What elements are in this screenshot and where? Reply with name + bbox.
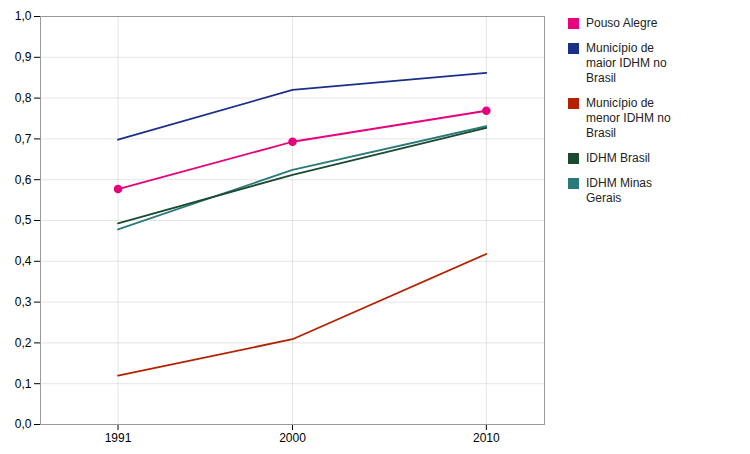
svg-text:0,6: 0,6 — [15, 173, 32, 187]
html-text:IDHM Minas Gerais: IDHM Minas Gerais — [586, 176, 652, 205]
svg-text:0,4: 0,4 — [15, 254, 32, 268]
svg-text:1991: 1991 — [105, 431, 132, 445]
svg-text:2000: 2000 — [279, 431, 306, 445]
svg-text:0,5: 0,5 — [15, 213, 32, 227]
html-text:Município de maior IDHM no Bra: Município de maior IDHM no Brasil — [586, 41, 667, 85]
svg-text:0,9: 0,9 — [15, 50, 32, 64]
html-text:Município de menor IDHM no Bra: Município de menor IDHM no Brasil — [586, 96, 671, 140]
svg-text:0,2: 0,2 — [15, 336, 32, 350]
svg-text:0,3: 0,3 — [15, 295, 32, 309]
html-text:IDHM Brasil: IDHM Brasil — [586, 151, 650, 165]
svg-text:0,0: 0,0 — [15, 417, 32, 431]
svg-text:2010: 2010 — [473, 431, 500, 445]
svg-text:0,8: 0,8 — [15, 91, 32, 105]
svg-text:0,1: 0,1 — [15, 377, 32, 391]
svg-text:0,7: 0,7 — [15, 132, 32, 146]
html-text:Pouso Alegre: Pouso Alegre — [586, 16, 658, 30]
svg-text:1,0: 1,0 — [15, 9, 32, 23]
